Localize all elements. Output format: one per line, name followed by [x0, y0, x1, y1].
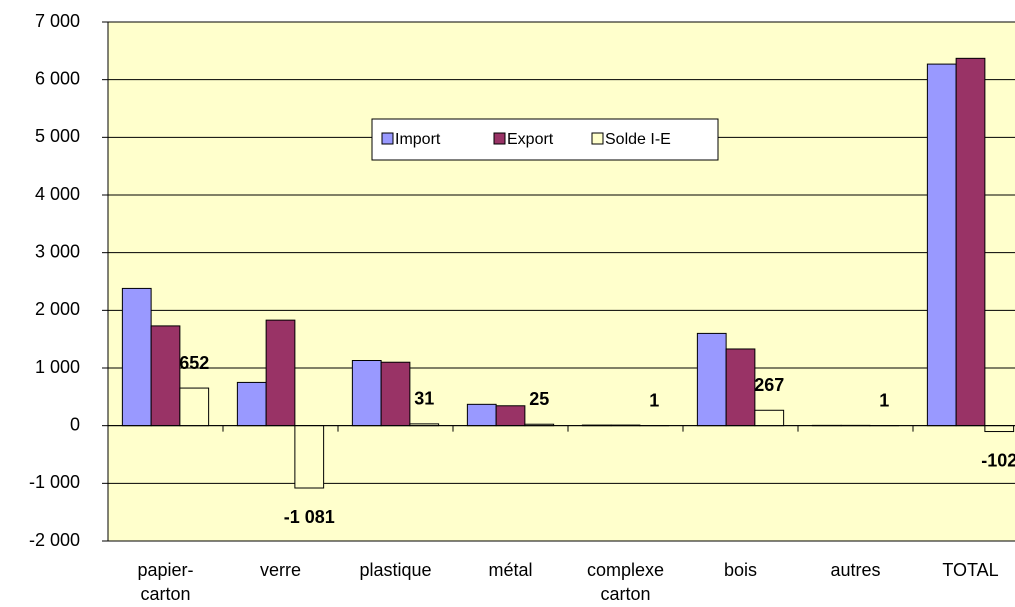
x-tick-label: autres [830, 560, 880, 580]
y-tick-label: -2 000 [29, 530, 80, 550]
value-label: -1 081 [284, 507, 335, 527]
x-tick-label: complexe carton [587, 560, 664, 604]
value-label: 267 [754, 375, 784, 395]
legend-swatch [591, 132, 604, 145]
y-tick-label: 0 [70, 414, 80, 434]
y-tick-label: 4 000 [35, 184, 80, 204]
bar [294, 425, 325, 489]
bar [236, 381, 267, 427]
x-tick-label: métal [488, 560, 532, 580]
y-tick-label: 6 000 [35, 68, 80, 88]
value-label: 652 [179, 353, 209, 373]
bar [351, 360, 382, 427]
bar [754, 409, 785, 427]
y-tick-label: 7 000 [35, 11, 80, 31]
legend-label: Solde I-E [605, 131, 671, 148]
y-tick-label: -1 000 [29, 472, 80, 492]
legend-label: Export [507, 131, 554, 148]
bar [150, 325, 181, 427]
value-label: 25 [529, 389, 549, 409]
x-tick-label: papier-carton [137, 560, 193, 604]
bar [495, 405, 526, 427]
bar [984, 425, 1015, 433]
value-label: -102 [981, 450, 1015, 470]
bar [696, 332, 727, 427]
x-tick-label: TOTAL [942, 560, 998, 580]
bar [466, 403, 497, 427]
bar [121, 287, 152, 427]
legend-label: Import [395, 131, 441, 148]
bar [926, 63, 957, 427]
value-label: 31 [414, 389, 434, 409]
legend-box [371, 118, 719, 161]
bar [725, 348, 756, 427]
value-label: 1 [879, 390, 889, 410]
legend-swatch [493, 132, 506, 145]
bar [265, 319, 296, 427]
legend: Import Export Solde I-E [371, 118, 719, 161]
y-tick-label: 3 000 [35, 241, 80, 261]
y-tick-label: 2 000 [35, 299, 80, 319]
value-label: 1 [649, 390, 659, 410]
bar [955, 57, 986, 427]
plot-area [108, 22, 1015, 541]
legend-swatch [381, 132, 394, 145]
bar [179, 387, 210, 427]
x-tick-label: plastique [359, 560, 431, 580]
bar [380, 361, 411, 427]
x-tick-label: bois [724, 560, 757, 580]
y-tick-label: 5 000 [35, 126, 80, 146]
x-tick-label: verre [260, 560, 301, 580]
y-tick-label: 1 000 [35, 357, 80, 377]
